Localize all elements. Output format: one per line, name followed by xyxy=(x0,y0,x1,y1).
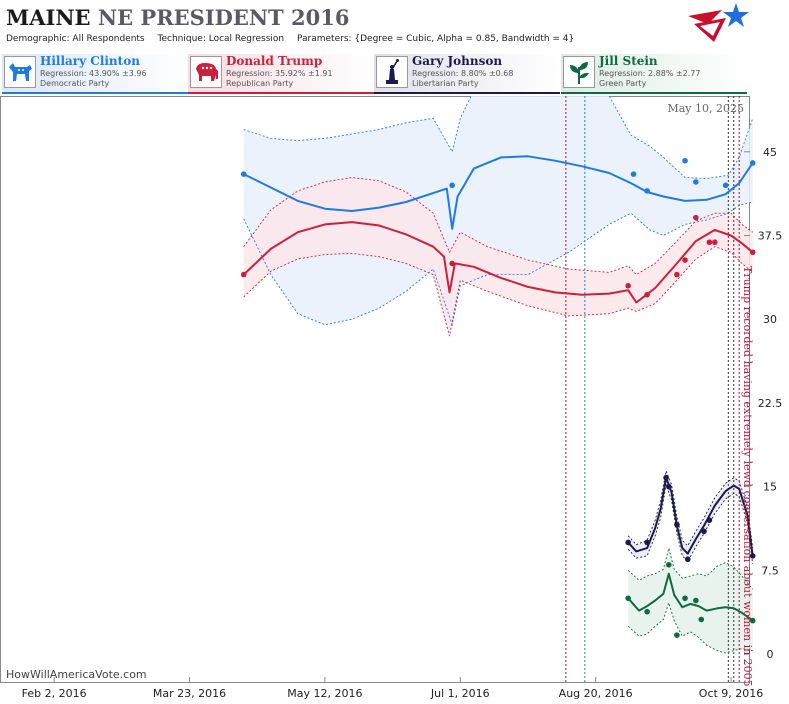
poll-point[interactable] xyxy=(674,521,680,528)
event-annotation: Trump recorded having extremely lewd con… xyxy=(741,266,754,687)
candidate-regression: Regression: 35.92% ±1.91 xyxy=(226,69,333,78)
trend-line-hillary-clinton[interactable] xyxy=(243,155,754,230)
y-tick-label: 30 xyxy=(763,313,777,326)
title-rest: NE PRESIDENT 2016 xyxy=(97,5,350,30)
candidate-legend: Hillary Clinton Regression: 43.90% ±3.96 D… xyxy=(0,54,789,94)
poll-point[interactable] xyxy=(682,595,688,602)
x-tick-label: Mar 23, 2016 xyxy=(153,687,226,700)
poll-point[interactable] xyxy=(625,539,631,546)
poll-point[interactable] xyxy=(698,616,705,623)
confidence-band-3 xyxy=(628,548,753,653)
poll-point[interactable] xyxy=(712,239,718,246)
poll-point[interactable] xyxy=(706,517,713,523)
upper-bound-line-3 xyxy=(627,547,754,590)
poll-point[interactable] xyxy=(722,182,729,189)
poll-point[interactable] xyxy=(693,214,699,221)
trend-line-donald-trump[interactable] xyxy=(243,221,754,304)
candidate-party: Republican Party xyxy=(226,79,294,88)
y-tick-label: 15 xyxy=(763,481,777,494)
candidate-name: Donald Trump xyxy=(226,54,323,68)
poll-point[interactable] xyxy=(706,239,713,246)
confidence-band-0 xyxy=(243,96,753,325)
legend-item-jill-stein[interactable]: Jill Stein Regression: 2.88% ±2.77 Green P… xyxy=(561,54,747,94)
x-tick-label: Feb 2, 2016 xyxy=(22,687,87,700)
technique-label: Technique: Local Regression xyxy=(157,34,285,44)
candidate-name: Hillary Clinton xyxy=(40,54,140,68)
poll-point[interactable] xyxy=(449,182,455,189)
poll-point[interactable] xyxy=(749,553,756,559)
y-tick-label: 7.5 xyxy=(761,564,779,577)
donkey-icon xyxy=(4,56,36,88)
demographic-label: Demographic: All Respondents xyxy=(6,34,145,44)
lower-bound-line-1 xyxy=(243,246,753,337)
upper-bound-line-0 xyxy=(243,96,754,180)
poll-point[interactable] xyxy=(674,271,680,278)
chart-header: MAINE NE PRESIDENT 2016 Demographic: All… xyxy=(0,0,789,52)
y-tick-label: 37.5 xyxy=(758,230,783,243)
poll-point[interactable] xyxy=(665,562,672,568)
poll-point[interactable] xyxy=(644,539,650,546)
legend-item-donald-trump[interactable]: Donald Trump Regression: 35.92% ±1.91 Repu… xyxy=(188,54,374,94)
poll-point[interactable] xyxy=(674,632,680,638)
poll-point[interactable] xyxy=(625,282,631,289)
poll-point[interactable] xyxy=(701,528,707,535)
site-credit[interactable]: HowWillAmericaVote.com xyxy=(6,668,147,681)
poll-point[interactable] xyxy=(644,608,650,615)
poll-point[interactable] xyxy=(644,188,650,194)
x-tick-label: Jul 1, 2016 xyxy=(430,687,490,700)
parameters-label: Parameters: {Degree = Cubic, Alpha = 0.8… xyxy=(297,34,575,44)
y-tick-label: 0 xyxy=(767,648,774,661)
poll-point[interactable] xyxy=(665,483,672,490)
date-stamp: May 10, 2025 xyxy=(667,102,744,115)
y-tick-label: 45 xyxy=(763,146,777,159)
poll-point[interactable] xyxy=(682,157,688,164)
legend-item-hillary-clinton[interactable]: Hillary Clinton Regression: 43.90% ±3.96 D… xyxy=(2,54,188,94)
poll-chart: 45 37.5 30 22.5 15 7.5 0 Feb 2, 2016 Mar 23, 201… xyxy=(0,96,783,700)
poll-point[interactable] xyxy=(644,291,650,298)
parameters-line: Demographic: All Respondents Technique: … xyxy=(6,34,584,44)
candidate-name: Jill Stein xyxy=(599,54,658,68)
poll-point[interactable] xyxy=(682,257,688,263)
trend-line-jill-stein[interactable] xyxy=(627,572,754,622)
candidate-party: Green Party xyxy=(599,79,647,88)
poll-point[interactable] xyxy=(625,595,631,602)
x-tick-label: May 12, 2016 xyxy=(287,687,362,700)
poll-point[interactable] xyxy=(449,260,455,267)
trend-line-gary-johnson[interactable] xyxy=(627,476,754,557)
candidate-regression: Regression: 2.88% ±2.77 xyxy=(599,69,701,78)
poll-point[interactable] xyxy=(749,617,756,624)
poll-point[interactable] xyxy=(749,249,756,256)
candidate-name: Gary Johnson xyxy=(412,54,503,68)
title-state: MAINE xyxy=(6,5,91,30)
poll-point[interactable] xyxy=(240,271,247,278)
elephant-icon xyxy=(190,56,222,88)
confidence-band-2 xyxy=(628,471,753,564)
poll-point[interactable] xyxy=(693,179,699,185)
poll-point[interactable] xyxy=(749,160,756,166)
lower-bound-line-3 xyxy=(627,601,753,654)
x-tick-label: Oct 9, 2016 xyxy=(699,687,764,700)
star-flag-logo-icon[interactable] xyxy=(686,2,750,52)
plant-icon xyxy=(563,56,595,88)
liberty-statue-icon xyxy=(376,56,408,88)
upper-bound-line-2 xyxy=(627,469,754,549)
candidate-party: Libertarian Party xyxy=(412,79,479,88)
x-tick-label: Aug 20, 2016 xyxy=(559,687,633,700)
candidate-regression: Regression: 43.90% ±3.96 xyxy=(40,69,147,78)
y-tick-label: 22.5 xyxy=(758,397,783,410)
poll-point[interactable] xyxy=(630,171,637,177)
poll-point[interactable] xyxy=(693,597,699,604)
poll-point[interactable] xyxy=(663,474,669,481)
candidate-regression: Regression: 8.80% ±0.68 xyxy=(412,69,514,78)
poll-point[interactable] xyxy=(240,171,247,177)
lower-bound-line-0 xyxy=(243,201,753,327)
poll-point[interactable] xyxy=(684,556,691,563)
confidence-band-1 xyxy=(243,177,753,336)
page-title: MAINE NE PRESIDENT 2016 xyxy=(6,5,349,30)
candidate-party: Democratic Party xyxy=(40,79,110,88)
upper-bound-line-1 xyxy=(243,177,753,276)
lower-bound-line-2 xyxy=(627,484,754,564)
legend-item-gary-johnson[interactable]: Gary Johnson Regression: 8.80% ±0.68 Liber… xyxy=(374,54,560,94)
